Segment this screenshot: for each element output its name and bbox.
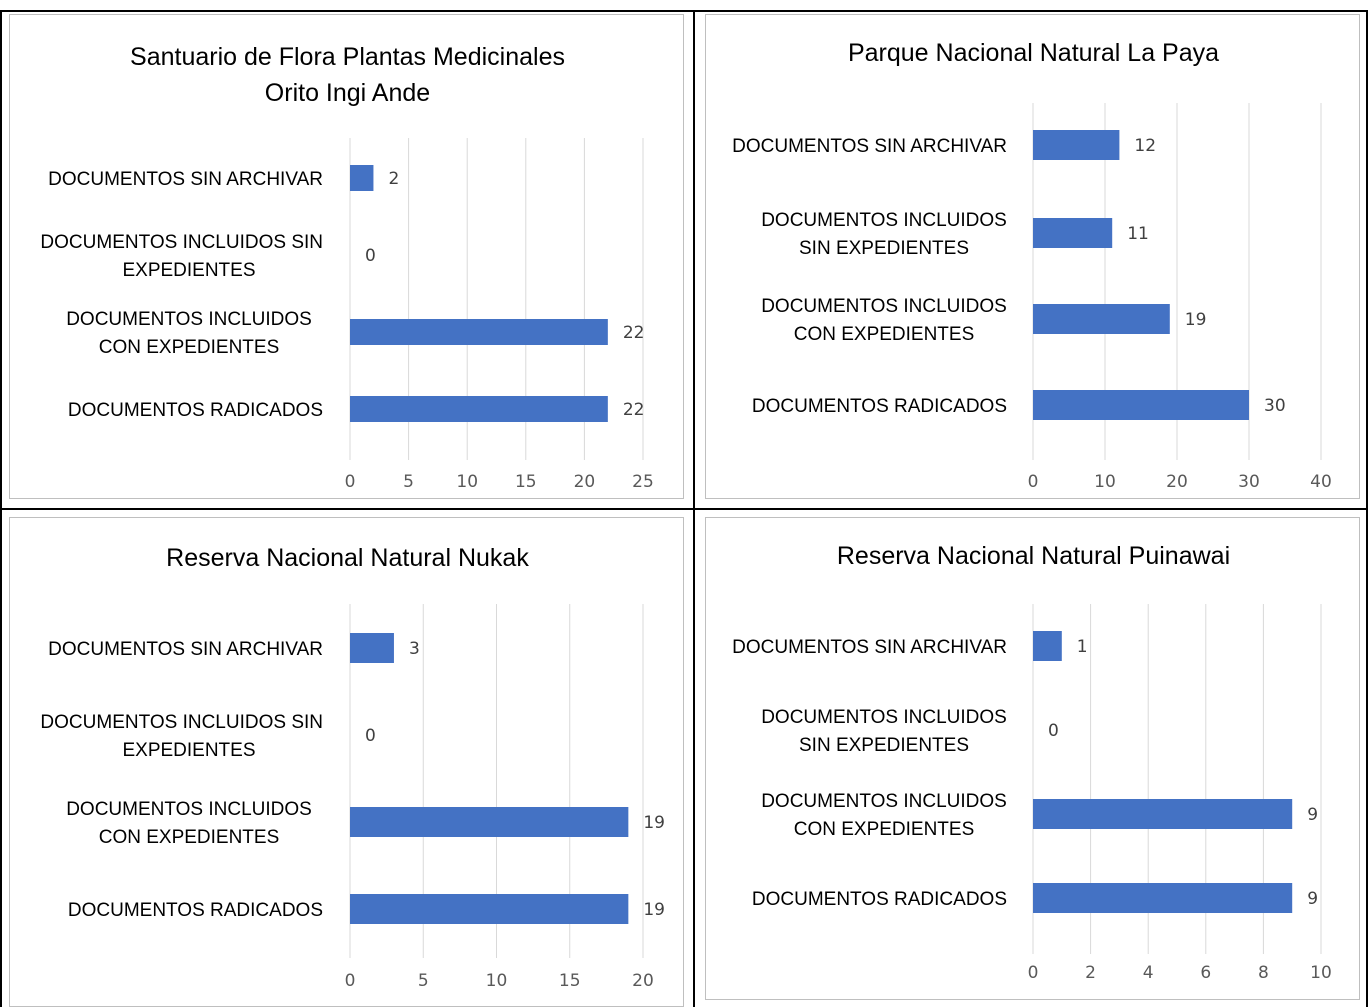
category-label: DOCUMENTOS RADICADOS [752,889,1007,910]
outer-border-top [0,10,1368,12]
x-tick-label: 20 [632,971,654,991]
x-tick-label: 0 [1028,472,1039,492]
x-tick-label: 8 [1258,963,1269,983]
category-label: DOCUMENTOS INCLUIDOS SIN [40,712,323,733]
chart-nukak: Reserva Nacional Natural Nukak 0 5 10 15 20 3 D… [40,544,665,991]
bar [1033,799,1293,829]
chart-la-paya: Parque Nacional Natural La Paya 0 10 20 30 40… [732,39,1332,492]
bar [350,396,608,422]
category-label: CON EXPEDIENTES [99,827,280,848]
data-label: 19 [1185,310,1207,330]
data-label: 9 [1307,805,1318,825]
x-tick-label: 6 [1200,963,1211,983]
bar [1033,883,1293,913]
bar [350,894,629,924]
chart-panel-nukak: Reserva Nacional Natural Nukak 0 5 10 15 20 3 D… [9,517,684,1007]
category-label: DOCUMENTOS INCLUIDOS [761,210,1007,231]
middle-divider [0,508,1368,510]
x-tick-label: 25 [632,472,654,492]
data-label: 22 [623,400,645,420]
category-label: DOCUMENTOS RADICADOS [752,396,1007,417]
bar [1033,390,1249,420]
data-label: 30 [1264,396,1286,416]
x-tick-label: 4 [1143,963,1154,983]
x-tick-label: 10 [456,472,478,492]
data-label: 2 [388,169,399,189]
category-label: DOCUMENTOS INCLUIDOS [761,791,1007,812]
x-tick-label: 10 [486,971,508,991]
chart-panel-orito: Santuario de Flora Plantas Medicinales Or… [9,14,684,499]
bar [350,807,629,837]
x-tick-label: 10 [1094,472,1116,492]
x-tick-label: 40 [1310,472,1332,492]
category-label: SIN EXPEDIENTES [799,238,969,259]
chart-title-line-2: Orito Ingi Ande [265,79,430,107]
bar [350,319,608,345]
chart-title: Parque Nacional Natural La Paya [848,39,1219,67]
data-label: 0 [365,246,376,266]
category-label: EXPEDIENTES [122,260,255,281]
x-tick-label: 30 [1238,472,1260,492]
data-label: 19 [643,900,665,920]
chart-panel-la-paya: Parque Nacional Natural La Paya 0 10 20 30 40… [705,14,1360,499]
bar [350,633,394,663]
category-label: DOCUMENTOS INCLUIDOS [761,707,1007,728]
category-label: DOCUMENTOS SIN ARCHIVAR [48,639,323,660]
category-label: DOCUMENTOS SIN ARCHIVAR [48,169,323,190]
x-tick-label: 0 [1028,963,1039,983]
category-label: CON EXPEDIENTES [794,819,975,840]
x-tick-label: 2 [1085,963,1096,983]
category-label: EXPEDIENTES [122,740,255,761]
chart-title: Reserva Nacional Natural Puinawai [837,542,1230,570]
chart-orito-ingi-ande: Santuario de Flora Plantas Medicinales Or… [40,43,654,492]
bar [1033,631,1062,661]
data-label: 0 [1048,721,1059,741]
x-tick-label: 0 [345,472,356,492]
chart-title: Santuario de Flora Plantas Medicinales [130,43,565,71]
category-label: CON EXPEDIENTES [794,324,975,345]
category-label: DOCUMENTOS INCLUIDOS SIN [40,232,323,253]
category-label: DOCUMENTOS SIN ARCHIVAR [732,637,1007,658]
data-label: 3 [409,639,420,659]
x-tick-label: 5 [418,971,429,991]
data-label: 1 [1077,637,1088,657]
data-label: 22 [623,323,645,343]
category-label: SIN EXPEDIENTES [799,735,969,756]
x-tick-label: 10 [1310,963,1332,983]
category-label: CON EXPEDIENTES [99,337,280,358]
bar [1033,218,1113,248]
data-label: 12 [1134,136,1156,156]
category-label: DOCUMENTOS INCLUIDOS [66,799,312,820]
bar [1033,130,1120,160]
x-tick-label: 0 [345,971,356,991]
data-label: 0 [365,726,376,746]
chart-title: Reserva Nacional Natural Nukak [166,544,529,572]
x-tick-label: 20 [1166,472,1188,492]
category-label: DOCUMENTOS RADICADOS [68,400,323,421]
category-label: DOCUMENTOS RADICADOS [68,900,323,921]
data-label: 9 [1307,889,1318,909]
x-tick-label: 15 [515,472,537,492]
bar [350,165,374,191]
x-tick-label: 20 [574,472,596,492]
category-label: DOCUMENTOS INCLUIDOS [761,296,1007,317]
data-label: 11 [1127,224,1149,244]
x-tick-label: 5 [403,472,414,492]
data-label: 19 [643,813,665,833]
category-label: DOCUMENTOS INCLUIDOS [66,309,312,330]
bar [1033,304,1170,334]
category-label: DOCUMENTOS SIN ARCHIVAR [732,136,1007,157]
x-tick-label: 15 [559,971,581,991]
chart-panel-puinawai: Reserva Nacional Natural Puinawai 0 2 4 6 8 10… [705,517,1360,1000]
